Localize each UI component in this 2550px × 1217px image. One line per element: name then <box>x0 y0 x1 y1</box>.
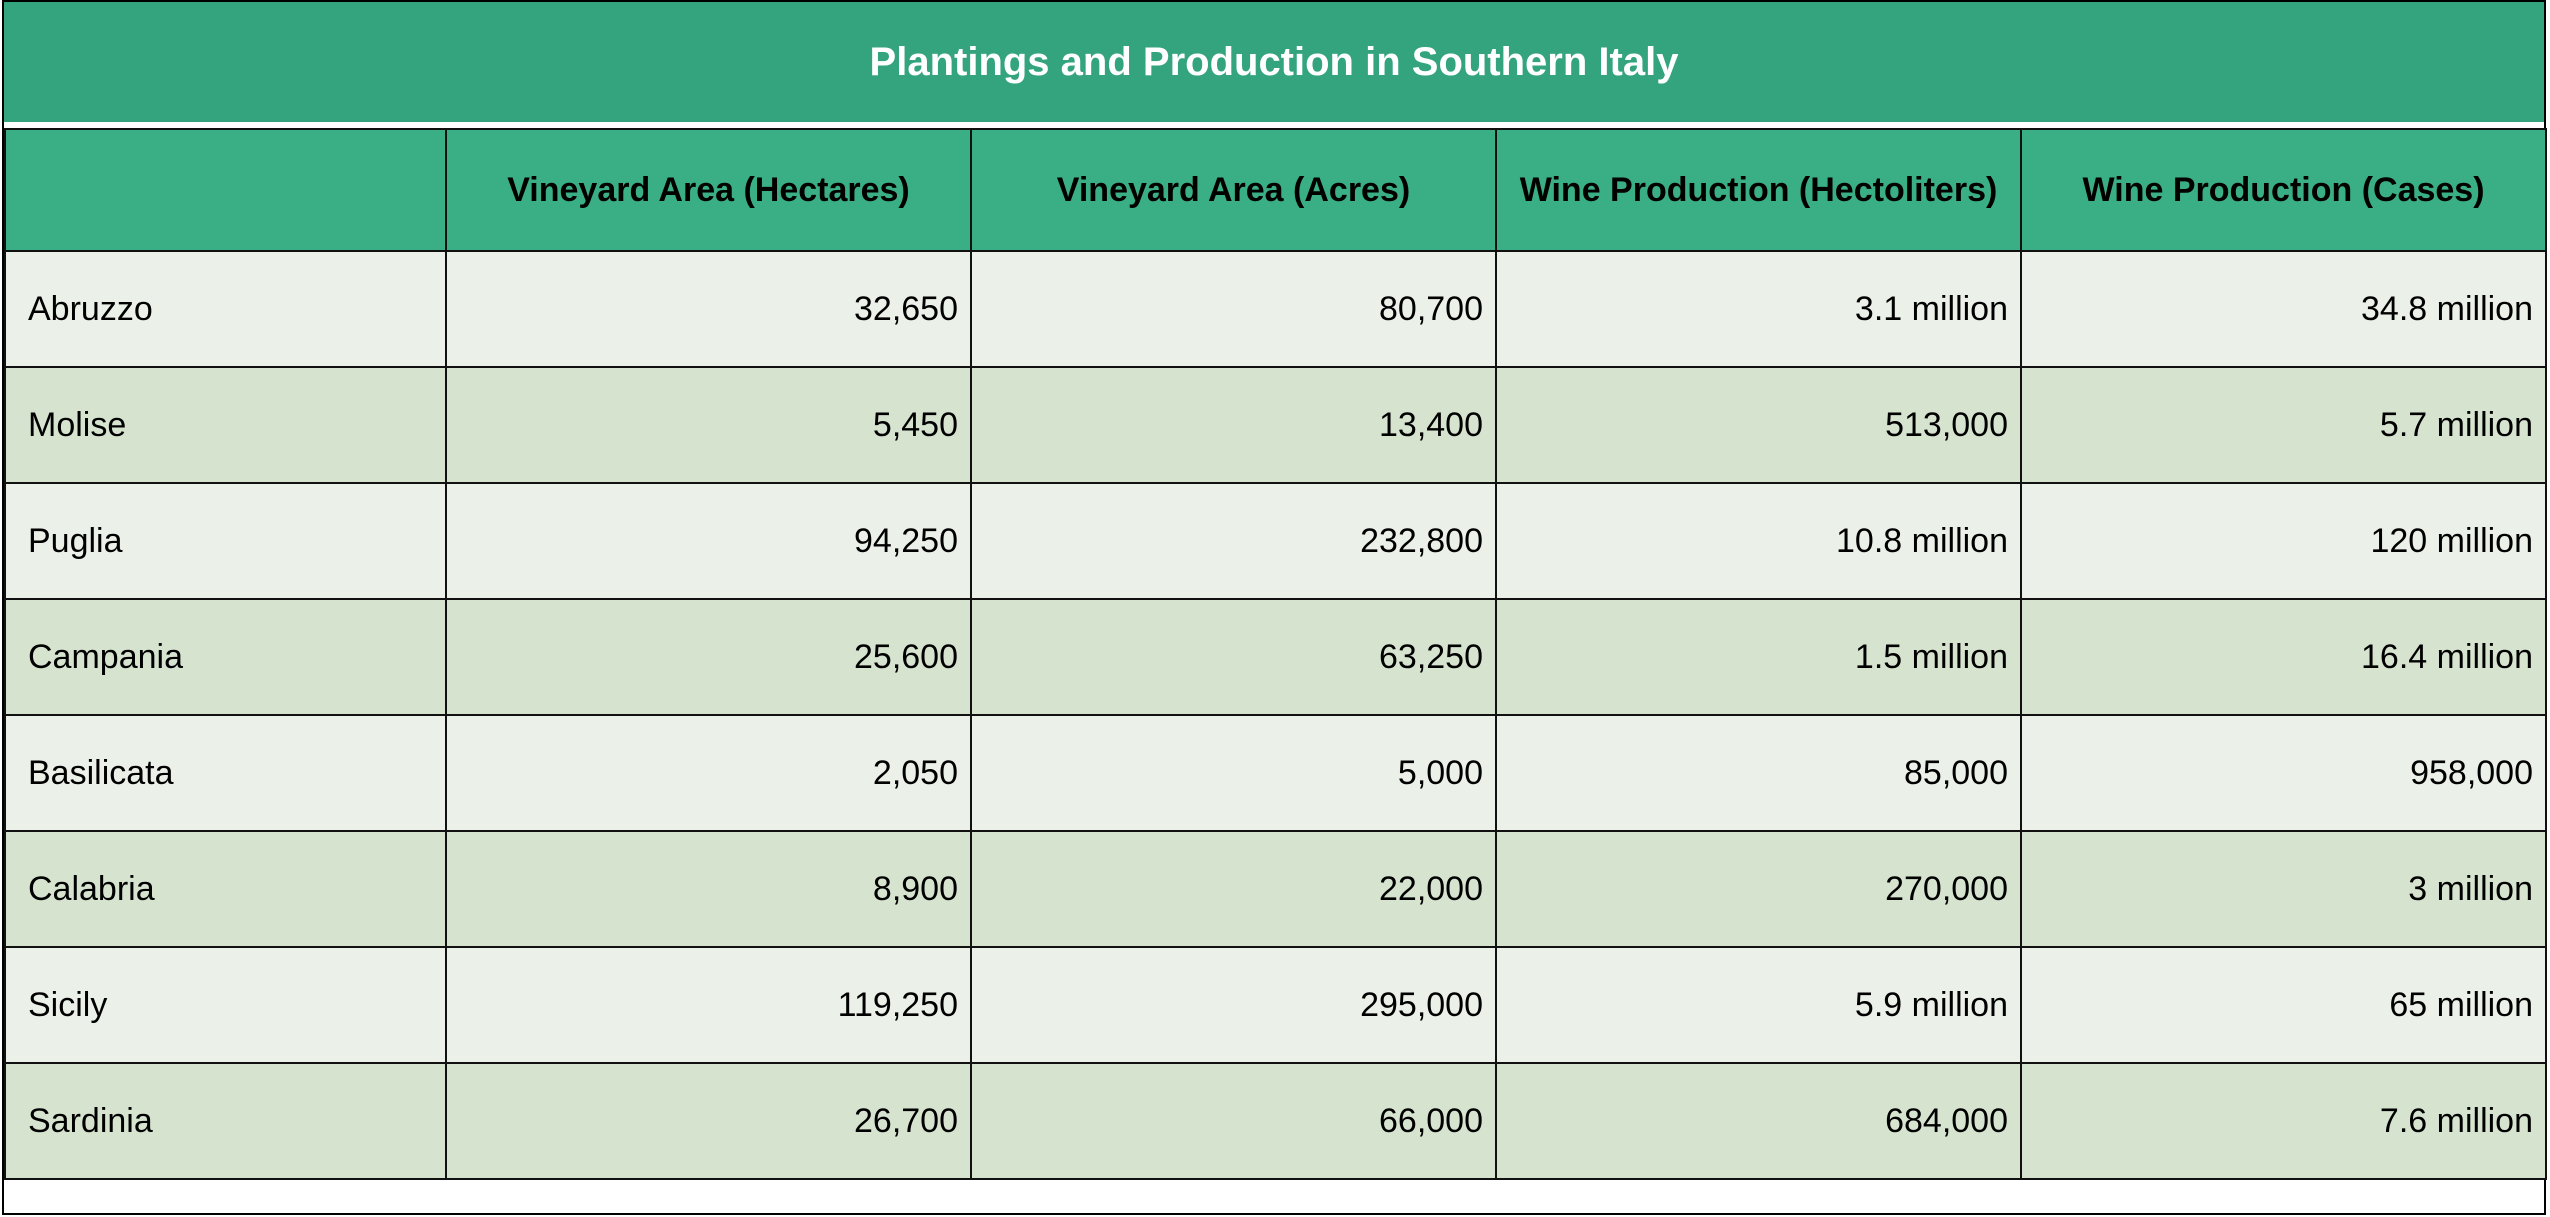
table-row: Molise 5,450 13,400 513,000 5.7 million <box>4 366 2547 484</box>
acres-cell: 295,000 <box>970 946 1497 1064</box>
acres-cell: 22,000 <box>970 830 1497 948</box>
hectoliters-cell: 270,000 <box>1495 830 2022 948</box>
table-row: Abruzzo 32,650 80,700 3.1 million 34.8 m… <box>4 250 2547 368</box>
header-hectoliters: Wine Production (Hectoliters) <box>1495 128 2022 252</box>
cases-cell: 65 million <box>2020 946 2547 1064</box>
header-hectares: Vineyard Area (Hectares) <box>445 128 972 252</box>
hectares-cell: 94,250 <box>445 482 972 600</box>
region-cell: Abruzzo <box>4 250 447 368</box>
region-cell: Molise <box>4 366 447 484</box>
hectares-cell: 119,250 <box>445 946 972 1064</box>
header-cases: Wine Production (Cases) <box>2020 128 2547 252</box>
acres-cell: 63,250 <box>970 598 1497 716</box>
hectares-cell: 8,900 <box>445 830 972 948</box>
cases-cell: 7.6 million <box>2020 1062 2547 1180</box>
header-row: Vineyard Area (Hectares) Vineyard Area (… <box>4 128 2547 252</box>
region-cell: Puglia <box>4 482 447 600</box>
hectares-cell: 2,050 <box>445 714 972 832</box>
table-row: Puglia 94,250 232,800 10.8 million 120 m… <box>4 482 2547 600</box>
region-cell: Basilicata <box>4 714 447 832</box>
production-table: Vineyard Area (Hectares) Vineyard Area (… <box>4 128 2547 1180</box>
table-row: Sicily 119,250 295,000 5.9 million 65 mi… <box>4 946 2547 1064</box>
hectoliters-cell: 10.8 million <box>1495 482 2022 600</box>
title-divider <box>4 122 2544 128</box>
acres-cell: 66,000 <box>970 1062 1497 1180</box>
region-cell: Sardinia <box>4 1062 447 1180</box>
region-cell: Sicily <box>4 946 447 1064</box>
cases-cell: 16.4 million <box>2020 598 2547 716</box>
region-cell: Calabria <box>4 830 447 948</box>
hectoliters-cell: 513,000 <box>1495 366 2022 484</box>
hectoliters-cell: 1.5 million <box>1495 598 2022 716</box>
table-row: Sardinia 26,700 66,000 684,000 7.6 milli… <box>4 1062 2547 1180</box>
cases-cell: 958,000 <box>2020 714 2547 832</box>
region-cell: Campania <box>4 598 447 716</box>
table-row: Calabria 8,900 22,000 270,000 3 million <box>4 830 2547 948</box>
acres-cell: 13,400 <box>970 366 1497 484</box>
acres-cell: 5,000 <box>970 714 1497 832</box>
acres-cell: 80,700 <box>970 250 1497 368</box>
table-row: Basilicata 2,050 5,000 85,000 958,000 <box>4 714 2547 832</box>
hectoliters-cell: 3.1 million <box>1495 250 2022 368</box>
acres-cell: 232,800 <box>970 482 1497 600</box>
hectoliters-cell: 5.9 million <box>1495 946 2022 1064</box>
cases-cell: 5.7 million <box>2020 366 2547 484</box>
hectoliters-cell: 684,000 <box>1495 1062 2022 1180</box>
hectares-cell: 32,650 <box>445 250 972 368</box>
cases-cell: 3 million <box>2020 830 2547 948</box>
table-row: Campania 25,600 63,250 1.5 million 16.4 … <box>4 598 2547 716</box>
cases-cell: 120 million <box>2020 482 2547 600</box>
header-region <box>4 128 447 252</box>
hectoliters-cell: 85,000 <box>1495 714 2022 832</box>
header-acres: Vineyard Area (Acres) <box>970 128 1497 252</box>
hectares-cell: 26,700 <box>445 1062 972 1180</box>
table-title: Plantings and Production in Southern Ita… <box>4 2 2544 122</box>
hectares-cell: 25,600 <box>445 598 972 716</box>
hectares-cell: 5,450 <box>445 366 972 484</box>
cases-cell: 34.8 million <box>2020 250 2547 368</box>
